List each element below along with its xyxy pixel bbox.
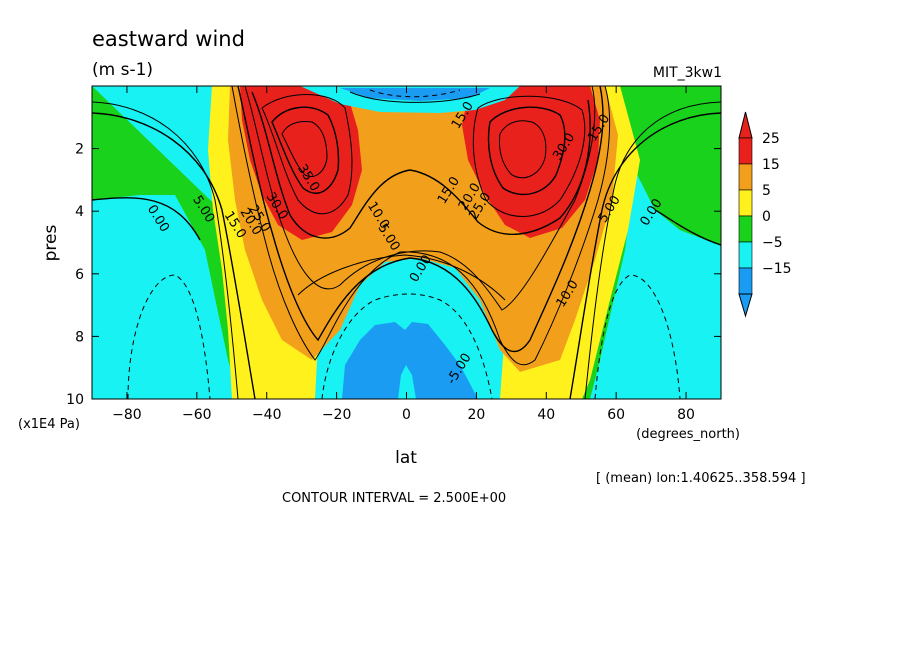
contour-lines xyxy=(92,86,721,399)
y-axis-units: (x1E4 Pa) xyxy=(18,417,80,432)
colorbar-swatch xyxy=(738,241,753,269)
colorbar-swatch xyxy=(738,267,753,295)
colorbar-swatch xyxy=(738,163,753,191)
colorbar-top-arrow xyxy=(738,111,753,139)
y-tick-label: 10 xyxy=(66,392,84,408)
y-tick-label: 4 xyxy=(75,204,84,220)
y-tick-label: 6 xyxy=(75,267,84,283)
colorbar-bottom-arrow xyxy=(738,293,753,318)
region-bottom-strong xyxy=(398,365,416,399)
x-tick-label: −60 xyxy=(182,407,212,423)
x-axis-label: lat xyxy=(395,448,417,468)
y-axis: 2 4 6 8 10 xyxy=(66,142,721,408)
y-tick-label: 2 xyxy=(75,142,84,158)
averaging-note: [ (mean) lon:1.40625..358.594 ] xyxy=(596,471,806,486)
x-tick-label: 20 xyxy=(467,407,485,423)
x-tick-label: 40 xyxy=(537,407,555,423)
x-tick-label: 60 xyxy=(607,407,625,423)
dataset-label: MIT_3kw1 xyxy=(653,65,722,81)
colorbar: 25 15 5 0 −5 −15 xyxy=(738,111,792,318)
x-tick-label: −40 xyxy=(252,407,282,423)
colorbar-swatch xyxy=(738,189,753,217)
colorbar-swatch xyxy=(738,137,753,165)
filled-contours xyxy=(92,86,721,399)
x-tick-label: −80 xyxy=(112,407,142,423)
region-bottom-negative xyxy=(342,322,478,399)
y-axis-label: pres xyxy=(41,225,61,262)
x-tick-label: −20 xyxy=(322,407,352,423)
colorbar-label: −5 xyxy=(762,235,783,251)
colorbar-label: 0 xyxy=(762,209,771,225)
x-tick-label: 0 xyxy=(402,407,411,423)
chart-title: eastward wind xyxy=(92,27,245,51)
contour-interval-text: CONTOUR INTERVAL = 2.500E+00 xyxy=(282,491,506,506)
colorbar-label: 15 xyxy=(762,157,780,173)
region-gt25-right xyxy=(462,86,600,238)
region-0-to-5 xyxy=(92,86,721,246)
colorbar-label: 5 xyxy=(762,183,771,199)
chart-units: (m s-1) xyxy=(92,60,153,80)
x-axis: −80 −60 −40 −20 0 20 40 60 80 xyxy=(112,86,695,423)
colorbar-label: 25 xyxy=(762,131,780,147)
region-gt25-left xyxy=(240,86,362,240)
y-tick-label: 8 xyxy=(75,329,84,345)
x-tick-label: 80 xyxy=(677,407,695,423)
x-axis-units: (degrees_north) xyxy=(636,427,740,442)
colorbar-swatch xyxy=(738,215,753,243)
region-top-negative-core xyxy=(340,88,490,101)
colorbar-label: −15 xyxy=(762,261,792,277)
